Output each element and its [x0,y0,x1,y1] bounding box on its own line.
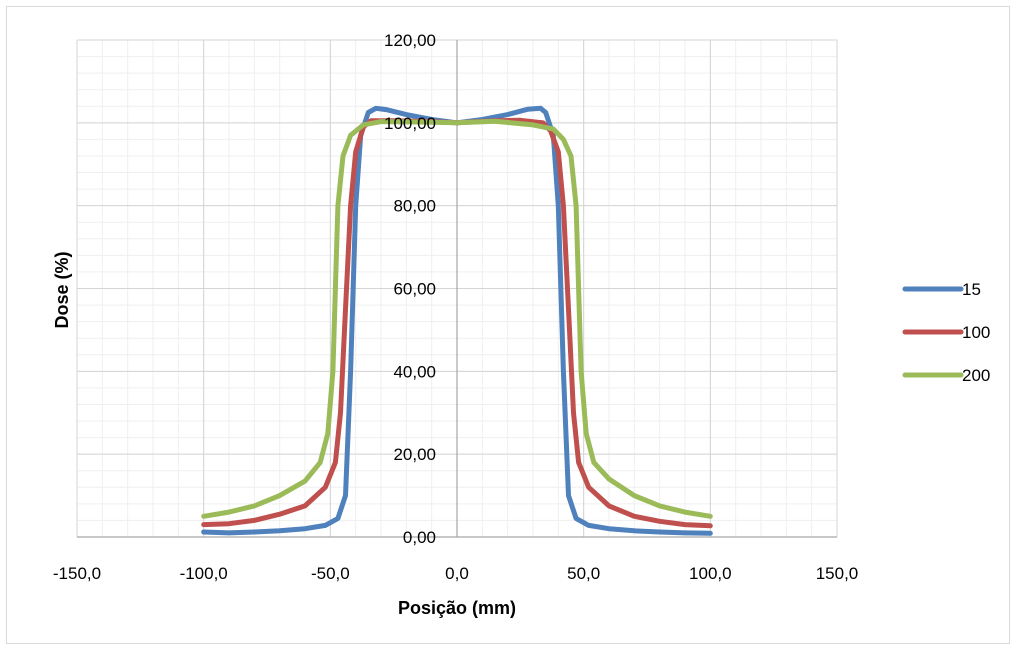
x-tick-label: 100,0 [689,564,732,583]
y-tick-label: 60,00 [393,280,436,299]
data-series [201,105,713,536]
legend: 15 100 200 [902,280,990,385]
x-tick-label: 0,0 [445,564,469,583]
y-axis-title: Dose (%) [52,251,72,328]
legend-label-15: 15 [962,280,981,299]
legend-label-100: 100 [962,323,990,342]
y-tick-label: 0,00 [403,528,436,547]
y-tick-label: 80,00 [393,197,436,216]
x-tick-label: -100,0 [180,564,228,583]
legend-label-200: 200 [962,366,990,385]
x-tick-label: -150,0 [53,564,101,583]
series-line-200 [201,118,713,519]
y-tick-label: 40,00 [393,362,436,381]
y-tick-label: 100,00 [384,114,436,133]
x-tick-label: 150,0 [816,564,859,583]
x-tick-label: 50,0 [567,564,600,583]
y-tick-label: 120,00 [384,31,436,50]
x-tick-label: -50,0 [311,564,350,583]
x-axis-title: Posição (mm) [398,598,516,618]
tick-labels: -150,0 -100,0 -50,0 0,0 50,0 100,0 150,0 0,00 20… [53,31,858,583]
y-tick-label: 20,00 [393,445,436,464]
